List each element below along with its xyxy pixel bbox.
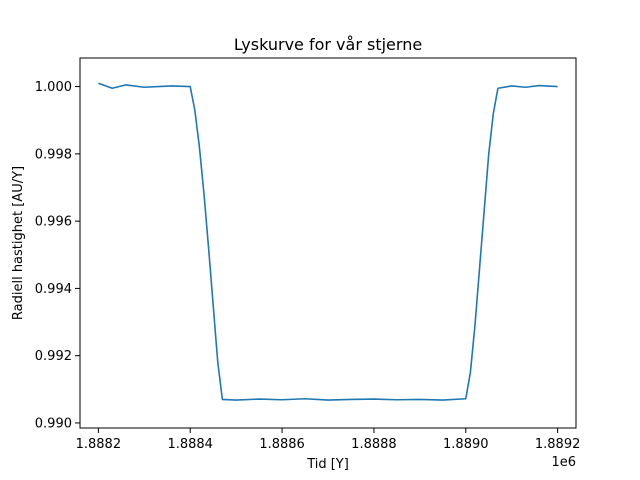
y-tick-label: 0.994 (35, 282, 72, 297)
axes-frame (79, 57, 577, 429)
x-axis-label: Tid [Y] (306, 457, 349, 472)
x-tick-label: 1.8882 (76, 437, 122, 452)
y-tick-label: 0.992 (35, 349, 72, 364)
x-tick-label: 1.8892 (535, 437, 581, 452)
x-axis-ticks: 1.8882 1.8884 1.8886 1.8888 1.8890 1.8892 (76, 428, 581, 452)
x-offset-label: 1e6 (551, 455, 576, 470)
x-tick-label: 1.8886 (259, 437, 305, 452)
y-axis-ticks: 0.990 0.992 0.994 0.996 0.998 1.000 (35, 80, 80, 431)
y-tick-label: 0.998 (35, 147, 72, 162)
x-tick-label: 1.8890 (443, 437, 489, 452)
y-tick-label: 1.000 (35, 80, 72, 95)
y-tick-label: 0.990 (35, 416, 72, 431)
series-line (98, 82, 558, 401)
plot-area (98, 82, 558, 401)
x-tick-label: 1.8888 (351, 437, 397, 452)
y-axis-label: Radiell hastighet [AU/Y] (11, 166, 26, 320)
chart-title: Lyskurve for vår stjerne (234, 35, 422, 54)
x-tick-label: 1.8884 (167, 437, 213, 452)
y-tick-label: 0.996 (35, 215, 72, 230)
